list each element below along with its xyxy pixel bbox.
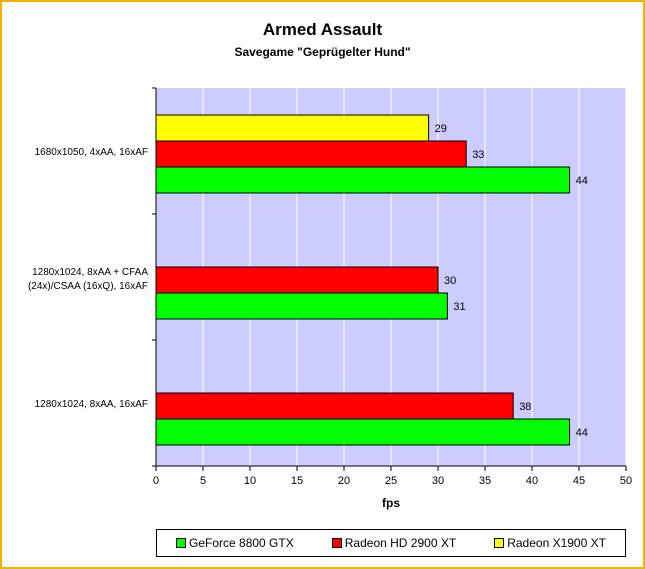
x-tick-label: 0: [153, 475, 159, 487]
category-label: (24x)/CSAA (16xQ), 16xAF: [28, 281, 148, 292]
x-tick-label: 35: [479, 475, 491, 487]
legend-item: Radeon HD 2900 XT: [331, 536, 457, 550]
category-label: 1280x1024, 8xAA + CFAA: [32, 267, 148, 278]
x-tick-label: 50: [620, 475, 632, 487]
legend-label: Radeon HD 2900 XT: [344, 536, 457, 550]
legend: GeForce 8800 GTX Radeon HD 2900 XT Radeon …: [156, 529, 626, 557]
bar-value-label: 33: [472, 149, 484, 161]
bar: [155, 266, 439, 294]
category-label: 1280x1024, 8xAA, 16xAF: [35, 399, 148, 410]
category-label: 1680x1050, 4xAA, 16xAF: [35, 147, 148, 158]
bar-value-label: 44: [576, 427, 588, 439]
bar: [155, 418, 571, 446]
bar-value-label: 44: [576, 175, 588, 187]
bar: [155, 114, 430, 142]
x-tick-label: 15: [291, 475, 303, 487]
chart-title: Armed Assault: [262, 20, 383, 39]
bar-value-label: 30: [444, 275, 456, 287]
legend-item: Radeon X1900 XT: [494, 536, 606, 550]
x-tick-label: 45: [573, 475, 585, 487]
bar-value-label: 29: [435, 123, 447, 135]
bar: [155, 392, 514, 420]
bar: [155, 140, 467, 168]
legend-swatch: [331, 538, 342, 548]
chart-subtitle: Savegame "Geprügelter Hund": [234, 45, 411, 59]
bar-value-label: 31: [453, 301, 465, 313]
x-axis-title: fps: [382, 496, 400, 510]
x-tick-label: 10: [244, 475, 256, 487]
x-tick-label: 40: [526, 475, 538, 487]
x-tick-label: 20: [338, 475, 350, 487]
legend-swatch: [494, 538, 505, 548]
legend-label: GeForce 8800 GTX: [189, 536, 294, 550]
legend-swatch: [176, 538, 187, 548]
bar-value-label: 38: [519, 401, 531, 413]
x-tick-label: 25: [385, 475, 397, 487]
bar: [155, 166, 571, 194]
legend-label: Radeon X1900 XT: [507, 536, 606, 550]
x-tick-label: 30: [432, 475, 444, 487]
legend-item: GeForce 8800 GTX: [176, 536, 294, 550]
x-tick-label: 5: [200, 475, 206, 487]
bar: [155, 292, 448, 320]
